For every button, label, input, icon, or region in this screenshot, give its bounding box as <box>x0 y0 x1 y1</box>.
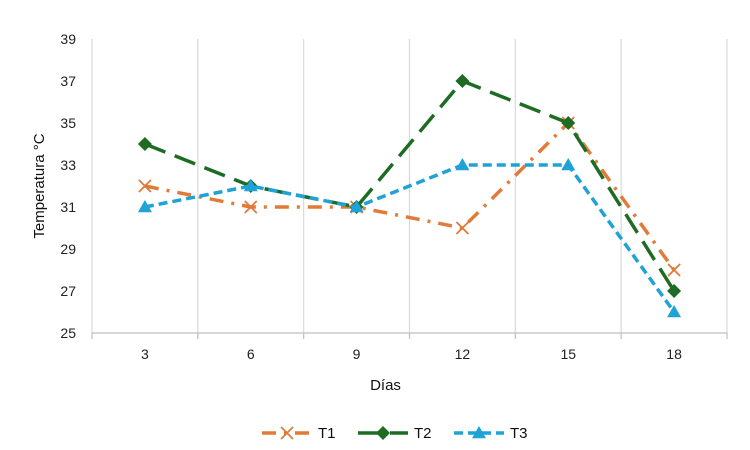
data-point-t1 <box>455 221 470 235</box>
legend-item-t2: T2 <box>358 425 432 442</box>
x-tick-label: 3 <box>141 346 149 362</box>
marker-stroke <box>244 200 258 214</box>
data-point-t3 <box>349 200 364 213</box>
data-point-t3 <box>243 179 258 192</box>
marker-stroke <box>667 263 681 277</box>
y-tick-label: 39 <box>60 31 76 47</box>
y-tick-label: 35 <box>60 115 76 131</box>
marker-stroke <box>280 426 294 440</box>
y-tick-label: 33 <box>60 157 76 173</box>
data-point-t2 <box>667 284 682 298</box>
data-point-t3 <box>455 158 470 171</box>
data-point-t2 <box>137 137 152 151</box>
x-tick-label: 9 <box>353 346 361 362</box>
y-tick-label: 25 <box>60 325 76 341</box>
x-tick-label: 12 <box>455 346 471 362</box>
axes: 25 27 29 31 33 35 37 39 3 6 9 12 15 18 <box>60 31 728 362</box>
legend-label-t1: T1 <box>318 425 336 442</box>
legend-label-t2: T2 <box>414 425 432 442</box>
data-point-t2 <box>455 74 470 88</box>
data-point-t1 <box>138 179 152 193</box>
legend-marker-t3 <box>472 426 486 439</box>
y-tick-label: 31 <box>60 199 76 215</box>
legend-marker-t2 <box>376 426 390 440</box>
legend-label-t3: T3 <box>510 425 528 442</box>
series-line-t2 <box>144 79 676 292</box>
y-axis-title: Temperatura °C <box>31 133 48 238</box>
y-tick-label: 37 <box>60 73 76 89</box>
series-line-t3 <box>144 163 676 314</box>
y-tick-label: 29 <box>60 241 76 257</box>
x-axis-title: Días <box>370 377 401 394</box>
data-point-t1 <box>667 263 681 277</box>
data-point-t3 <box>561 158 576 171</box>
legend-item-t1: T1 <box>262 425 336 442</box>
x-tick-label: 18 <box>666 346 682 362</box>
legend-item-t3: T3 <box>454 425 528 442</box>
series-t3 <box>137 158 682 318</box>
marker-stroke <box>455 221 470 235</box>
legend: T1 T2 T3 <box>262 425 528 442</box>
series-layer <box>137 74 682 318</box>
y-tick-label: 27 <box>60 283 76 299</box>
data-point-t1 <box>244 200 258 214</box>
x-tick-label: 6 <box>247 346 255 362</box>
data-point-t3 <box>667 305 682 318</box>
marker-stroke <box>138 179 152 193</box>
legend-marker-t1 <box>280 426 294 440</box>
series-line-t1 <box>144 121 676 272</box>
data-point-t2 <box>561 116 576 130</box>
data-point-t3 <box>137 200 152 213</box>
grid <box>91 39 728 333</box>
x-tick-label: 15 <box>560 346 576 362</box>
